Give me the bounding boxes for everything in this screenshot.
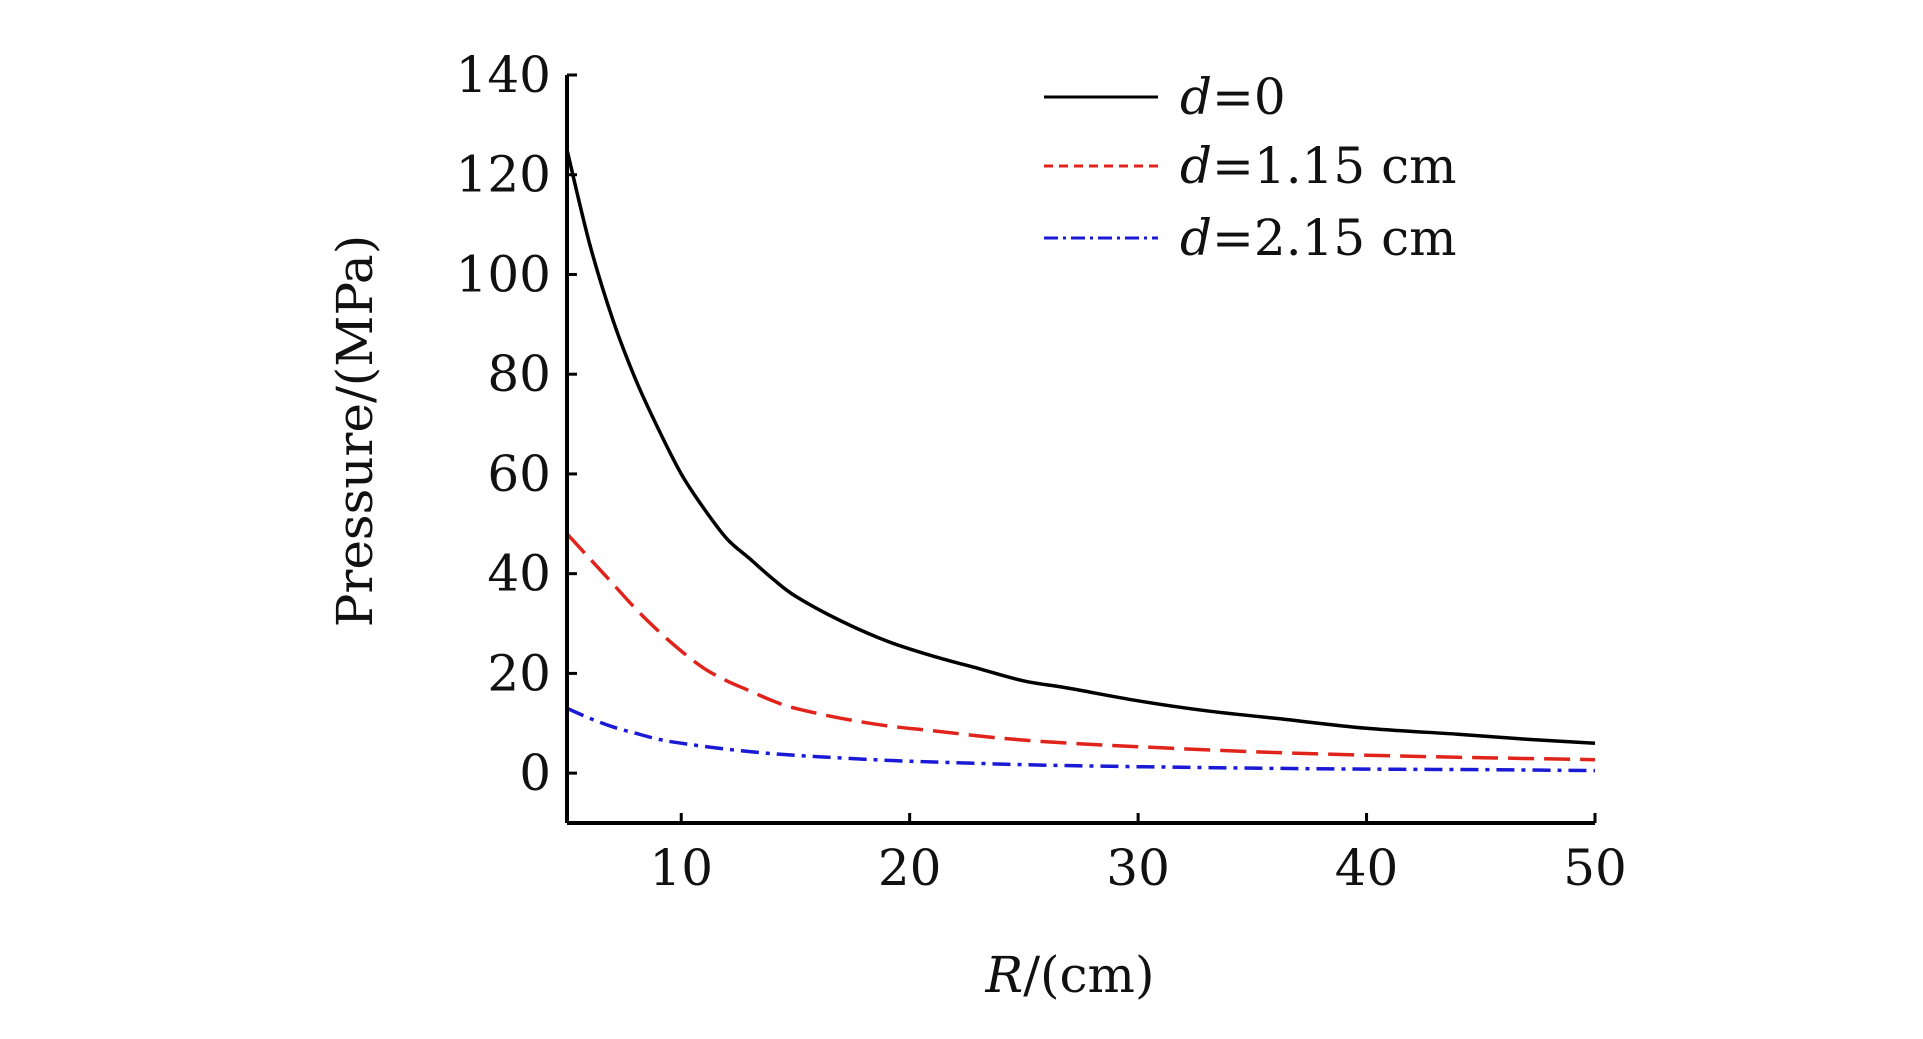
legend-label-d215: d=2.15 cm	[1180, 209, 1457, 267]
series-line-0	[565, 149, 1596, 745]
y-tick-label-40: 40	[487, 545, 551, 603]
legend: d=0 d=1.15 cm d=2.15 cm	[1044, 68, 1457, 267]
x-axis-label: R/(cm)	[985, 946, 1155, 1004]
x-tick-label-50: 50	[1563, 839, 1627, 897]
y-tick-label-0: 0	[519, 744, 551, 802]
legend-label-d0: d=0	[1180, 68, 1286, 126]
series-layer	[565, 149, 1596, 773]
axes-layer	[565, 75, 1595, 825]
y-tick-label-60: 60	[487, 445, 551, 503]
y-axis-label: Pressure/(MPa)	[326, 235, 384, 627]
y-tick-label-140: 140	[456, 46, 551, 104]
y-tick-label-80: 80	[487, 345, 551, 403]
x-axis-label-unit: /(cm)	[1023, 946, 1154, 1004]
legend-label-d115: d=1.15 cm	[1180, 137, 1457, 195]
ticks-layer: 0 20 40 60 80 100 120 140 10 20 30 40 50	[456, 46, 1627, 897]
y-tick-label-20: 20	[487, 644, 551, 702]
series-line-1	[565, 532, 1596, 762]
x-tick-label-20: 20	[878, 839, 942, 897]
y-tick-label-100: 100	[456, 245, 551, 303]
x-axis-label-var: R	[985, 946, 1024, 1004]
x-tick-label-40: 40	[1335, 839, 1399, 897]
series-line-2	[566, 706, 1596, 773]
x-tick-label-30: 30	[1106, 839, 1170, 897]
x-tick-label-10: 10	[649, 839, 713, 897]
y-tick-label-120: 120	[456, 146, 551, 204]
